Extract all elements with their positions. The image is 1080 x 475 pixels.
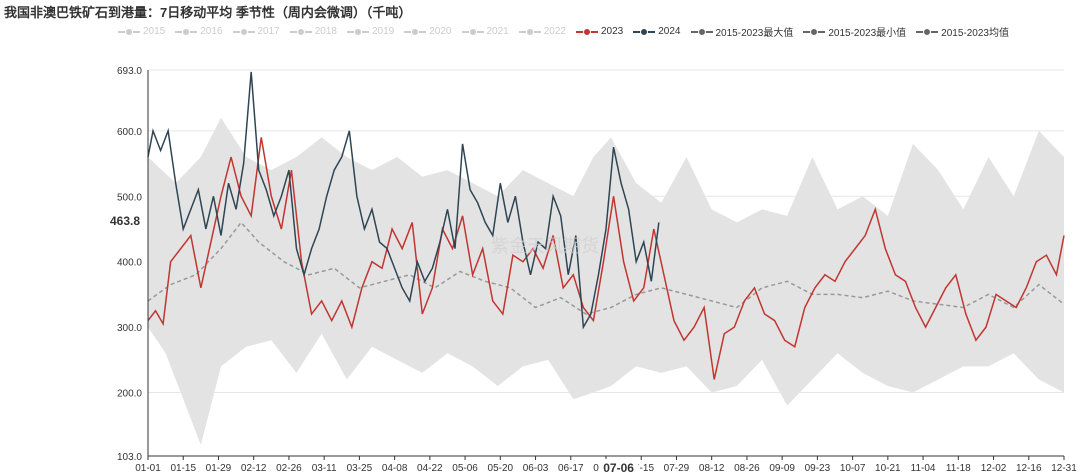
x-tick-label: 08-26 [734, 463, 760, 474]
legend-item-2024[interactable]: 2024 [633, 24, 681, 39]
legend-label: 2015-2023均值 [941, 28, 1009, 39]
x-tick-label: 05-06 [452, 463, 478, 474]
x-tick-label: 02-26 [276, 463, 302, 474]
x-tick-label: 06-17 [558, 463, 584, 474]
legend-item-2021[interactable]: 2021 [461, 24, 509, 39]
legend-item-2017[interactable]: 2017 [232, 24, 280, 39]
y-tick-label: 693.0 [117, 66, 142, 77]
chart-title: 我国非澳巴铁矿石到港量：7日移动平均 季节性（周内会微调）（千吨） [4, 5, 412, 20]
legend-label: 2021 [486, 26, 509, 37]
x-tick-label: 12-16 [1016, 463, 1042, 474]
mean-line [147, 221, 1065, 315]
crosshair-y-box [104, 210, 144, 229]
legend-label: 2024 [658, 26, 681, 37]
legend-marker-icon [916, 27, 939, 36]
legend-item-2018[interactable]: 2018 [289, 24, 337, 39]
y-tick-label: 103.0 [117, 452, 142, 463]
y-tick-label: 300.0 [117, 323, 142, 334]
x-tick-label: 05-20 [488, 463, 514, 474]
legend-item-2020[interactable]: 2020 [404, 24, 452, 39]
series-line-2023 [147, 137, 1065, 380]
crosshair-y-label: 463.8 [110, 214, 140, 228]
x-tick-label: 10-07 [840, 463, 866, 474]
legend-label: 2015 [143, 26, 166, 37]
legend-item-2015-2023均值[interactable]: 2015-2023均值 [916, 24, 1009, 39]
legend-label: 2015-2023最大值 [715, 28, 794, 39]
legend-label: 2023 [601, 26, 624, 37]
legend-marker-icon [690, 27, 713, 36]
legend-marker-icon [289, 27, 312, 36]
legend-marker-icon [232, 27, 255, 36]
x-tick-label: 08-12 [699, 463, 725, 474]
legend-label: 2015-2023最小值 [828, 28, 907, 39]
legend-item-2015-2023最小值[interactable]: 2015-2023最小值 [803, 24, 906, 39]
crosshair-x-box [598, 459, 639, 475]
legend-label: 2018 [314, 26, 337, 37]
x-tick-label: 07-15 [628, 463, 654, 474]
x-tick-label: 09-23 [805, 463, 831, 474]
legend-marker-icon [347, 27, 369, 36]
x-tick-label: 12-31 [1051, 463, 1077, 474]
series-line-2024 [147, 71, 660, 330]
x-tick-label: 11-18 [946, 463, 971, 474]
x-tick-label: 01-29 [206, 463, 232, 474]
x-tick-label: 12-02 [981, 463, 1007, 474]
legend-marker-icon [633, 27, 656, 36]
legend-item-2019[interactable]: 2019 [347, 24, 394, 39]
legend-item-2016[interactable]: 2016 [175, 24, 223, 39]
legend-marker-icon [461, 27, 484, 36]
legend-marker-icon [518, 27, 541, 36]
y-tick-label: 400.0 [117, 258, 142, 269]
y-tick-label: 600.0 [117, 127, 142, 138]
legend-item-2022[interactable]: 2022 [518, 24, 566, 39]
legend-marker-icon [576, 27, 598, 36]
x-tick-label: 01-01 [135, 463, 161, 474]
legend-label: 2020 [429, 26, 452, 37]
legend-item-2015-2023最大值[interactable]: 2015-2023最大值 [690, 24, 794, 39]
range-band [148, 117, 1064, 445]
legend-marker-icon [404, 27, 427, 36]
x-tick-label: 10-21 [875, 463, 901, 474]
watermark: 紫金天风期货 [491, 236, 599, 257]
x-tick-label: 03-11 [312, 463, 337, 474]
y-tick-label: 500.0 [117, 192, 142, 203]
crosshair-x-label: 07-06 [603, 461, 634, 475]
legend-marker-icon [118, 27, 140, 36]
legend-item-2023[interactable]: 2023 [576, 24, 623, 39]
x-tick-label: 02-12 [241, 463, 267, 474]
legend-label: 2016 [200, 26, 223, 37]
x-tick-label: 04-08 [382, 463, 408, 474]
x-tick-label: 09-09 [769, 463, 795, 474]
legend: 2015 2016 2017 2018 2019 2020 2021 2022 2023 2024… [118, 24, 1019, 39]
x-tick-label: 01-15 [170, 463, 196, 474]
x-tick-label: 03-25 [347, 463, 373, 474]
legend-label: 2017 [257, 26, 280, 37]
legend-label: 2019 [372, 26, 395, 37]
legend-item-2015[interactable]: 2015 [118, 24, 165, 39]
legend-marker-icon [175, 27, 198, 36]
y-tick-label: 200.0 [117, 389, 142, 400]
x-tick-label: 07-29 [664, 463, 690, 474]
x-tick-label: 04-22 [417, 463, 443, 474]
x-tick-label: 06-03 [523, 463, 549, 474]
legend-label: 2022 [543, 26, 566, 37]
legend-marker-icon [803, 27, 826, 36]
x-tick-label: 11-04 [911, 463, 936, 474]
